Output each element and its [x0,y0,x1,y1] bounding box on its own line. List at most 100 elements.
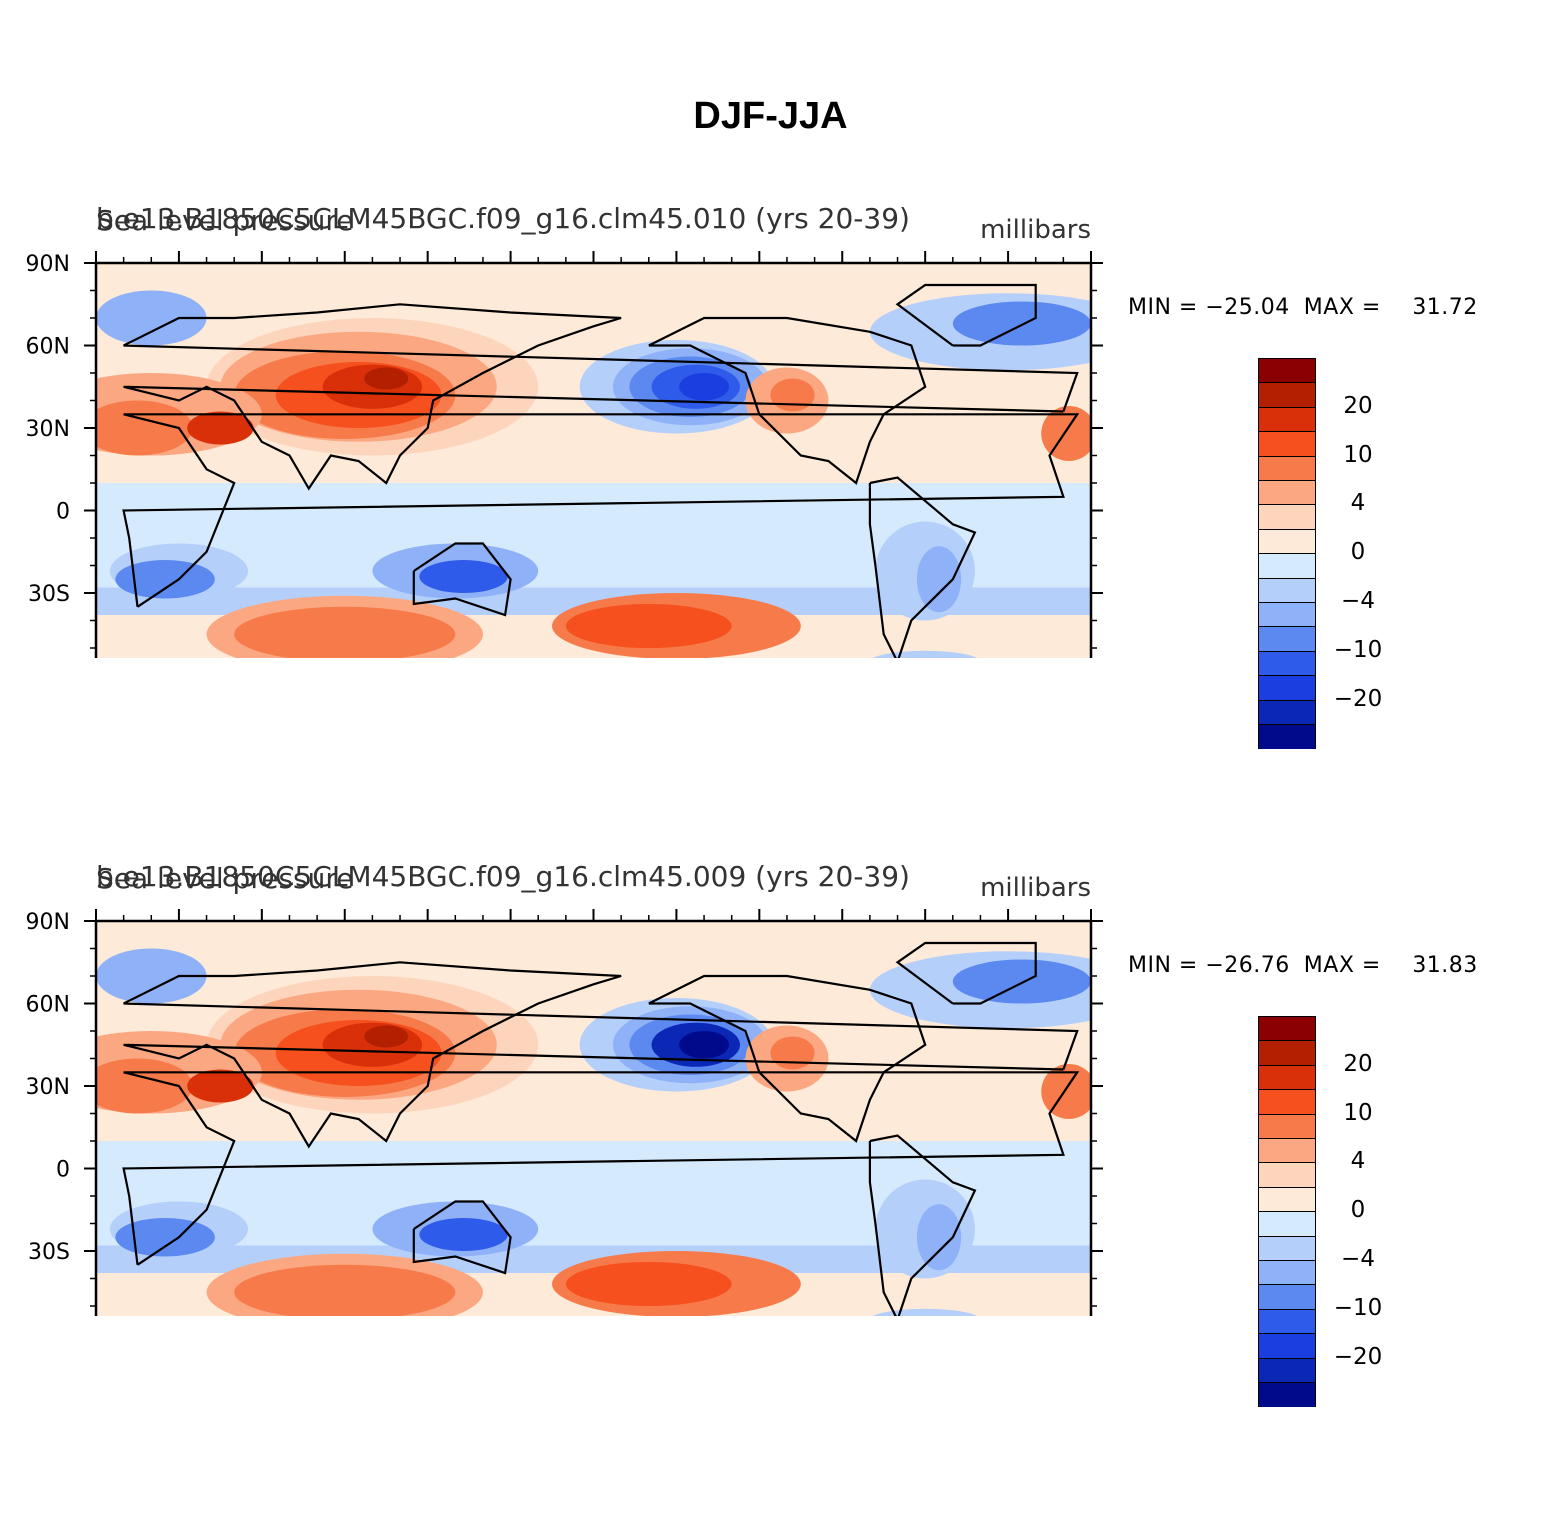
shading-blob [565,1262,732,1306]
coastline [895,941,1037,1005]
shading-blob [364,367,409,390]
colorbar-swatch [1258,504,1316,530]
colorbar-label: 4 [1350,1148,1366,1175]
colorbar-label: 20 [1343,1050,1373,1077]
shading-blob [96,948,207,1004]
panel-units: millibars [980,215,1091,245]
coastline [895,283,1037,347]
coastline [122,1071,1080,1266]
y-tick-label: 30N [26,417,70,442]
y-tick-label: 60N [26,993,70,1018]
colorbar-swatch [1258,1235,1316,1261]
shading-blob [916,546,962,613]
colorbar-swatch [1258,1357,1316,1383]
colorbar-swatch [1258,406,1316,433]
colorbar-swatch [1258,1138,1316,1164]
colorbar-label: −20 [1333,1343,1383,1370]
map-panel-bottom: 030E60E90E120E150E180150W120W90W60W30W09… [0,658,1541,1408]
colorbar-swatch [1258,553,1316,579]
colorbar-swatch [1258,358,1316,384]
colorbar-label: −4 [1341,1246,1375,1272]
shading-blob [96,290,207,346]
max-label: MAX [1303,953,1355,978]
colorbar-swatch [1258,455,1316,481]
max-value: 31.83 [1412,953,1478,978]
shading-blob [419,1218,508,1251]
colorbar-label: 10 [1343,1099,1373,1126]
shading-blob [115,1218,215,1257]
min-label: MIN [1128,295,1172,320]
coastline [868,476,977,658]
shading-blob [234,606,456,658]
colorbar-swatch [1258,528,1316,555]
min-label: MIN [1128,953,1172,978]
panel-case-title: b.e13.B1850C5CLM45BGC.f09_g16.clm45.010 … [96,202,910,235]
panel-left-title: Sea level pressure [96,862,353,895]
colorbar-swatch [1258,724,1316,750]
y-tick-label: 30S [28,1240,70,1265]
shading-blob [1041,406,1091,461]
colorbar-swatch [1258,650,1316,677]
shading-blob [234,1264,456,1316]
min-max-readout: MIN = −25.04 MAX = 31.72 [1128,295,1478,320]
colorbar-swatch [1258,1211,1316,1237]
colorbar-swatch [1258,675,1316,701]
y-tick-label: 30S [28,582,70,607]
shading-blob [1041,1064,1091,1119]
colorbar-swatch [1258,626,1316,652]
coastline [123,303,1079,491]
shading-blob [679,373,729,401]
colorbar-swatch [1258,480,1316,506]
colorbar-label: 0 [1350,1197,1366,1224]
y-tick-label: 90N [26,252,70,277]
panel-case-title: b.e13.B1850C5CLM45BGC.f09_g16.clm45.009 … [96,860,910,893]
coastline [868,1134,977,1316]
colorbar-swatch [1258,431,1316,457]
colorbar-swatch [1258,1016,1316,1042]
coastline [122,413,1080,608]
colorbar-swatch [1258,1089,1316,1115]
colorbar-swatch [1258,602,1316,628]
colorbar-swatch [1258,1040,1316,1066]
colorbar-swatch [1258,1064,1316,1091]
min-value: −25.04 [1205,295,1290,320]
colorbar-label: 0 [1350,539,1366,566]
colorbar-label: −10 [1333,636,1383,663]
max-label: MAX [1303,295,1355,320]
coastline [648,974,927,1143]
min-value: −26.76 [1205,953,1290,978]
shading-blob [952,301,1091,346]
colorbar-swatch [1258,577,1316,603]
shading-blob [770,378,815,412]
colorbar-swatch [1258,1382,1316,1408]
shading-blob [679,1031,729,1059]
colorbar-swatch [1258,1186,1316,1213]
min-max-readout: MIN = −26.76 MAX = 31.83 [1128,953,1478,978]
colorbar-label: −20 [1333,685,1383,712]
y-tick-label: 0 [56,500,70,525]
coastline [123,961,1079,1149]
shading-blob [419,560,508,593]
colorbar-label: 20 [1343,392,1373,419]
y-tick-label: 0 [56,1158,70,1183]
colorbar-swatch [1258,1260,1316,1286]
colorbar-swatch [1258,699,1316,725]
shading-blob [364,1025,409,1048]
colorbar-swatch [1258,1113,1316,1139]
coastline [412,1200,512,1275]
shading-blob [916,1204,962,1271]
shading-blob [187,1069,254,1103]
colorbar-swatch [1258,1308,1316,1335]
coastline [648,316,927,485]
shading-blob [565,604,732,648]
shading-blob [115,560,215,599]
colorbar-swatch [1258,1284,1316,1310]
shading-blob [770,1036,815,1070]
max-value: 31.72 [1412,295,1478,320]
coastline [412,542,512,617]
colorbar-swatch [1258,1162,1316,1188]
y-tick-label: 90N [26,910,70,935]
y-tick-label: 30N [26,1075,70,1100]
shading-blob [952,959,1091,1004]
map-panel-top: 030E60E90E120E150E180150W120W90W60W30W09… [0,0,1541,750]
